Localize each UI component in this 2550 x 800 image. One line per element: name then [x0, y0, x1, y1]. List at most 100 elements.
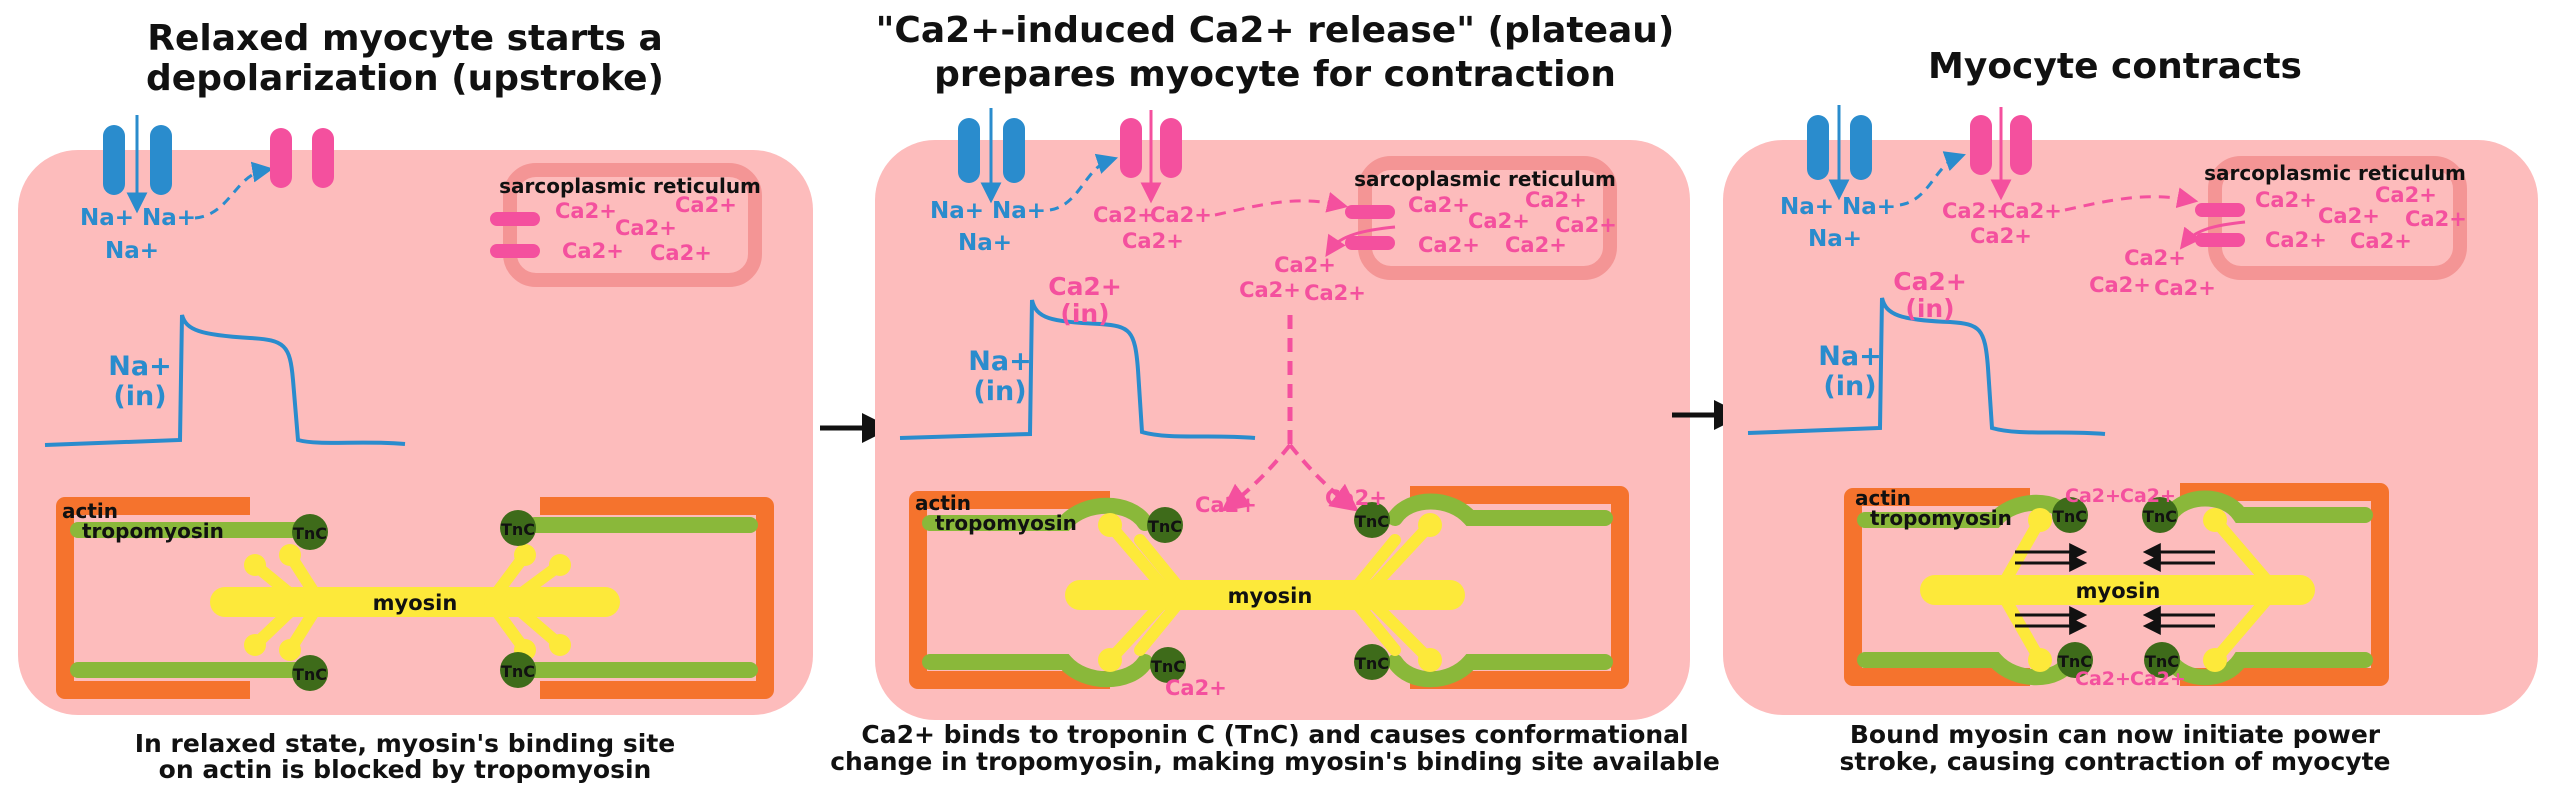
panel-2-sr-ion-6: Ca2+ — [1555, 213, 1617, 237]
panel-2-calcium-channel-open — [1120, 110, 1182, 204]
panel-1-troponin-c-top-left — [292, 514, 328, 550]
panel-2-sr-channel-bottom — [1345, 236, 1395, 250]
panel-2-troponin-c-bottom-right — [1354, 644, 1390, 680]
panel-3-troponin-c-bottom-right — [2144, 642, 2180, 678]
panel-1: Relaxed myocyte starts a depolarization … — [18, 18, 813, 784]
panel-2-graph-label2-line2: (in) — [1060, 299, 1109, 328]
panel-2-sodium-channel — [958, 108, 1025, 204]
panel-1-sr-ion-2: Ca2+ — [675, 193, 737, 217]
panel-3-tnc-label-3: TnC — [2143, 507, 2177, 526]
panel-1-sr-ion-4: Ca2+ — [562, 239, 624, 263]
panel-3-sarcoplasmic-reticulum — [2208, 156, 2467, 280]
panel-2-sr-ion-4: Ca2+ — [1418, 233, 1480, 257]
panel-2-calcium-arrow-right — [1288, 443, 1359, 512]
panel-2-channel-ion-1: Ca2+ — [1093, 203, 1155, 227]
panel-1-sodium-channel — [103, 115, 172, 214]
panel-3-na-ion-b: Na+ — [1842, 194, 1896, 220]
panel-3-na-ion-a: Na+ — [1780, 194, 1834, 220]
panel-2-title-line2: prepares myocyte for contraction — [934, 54, 1616, 95]
panel-3-depolarization-arrow — [1899, 151, 1966, 207]
panel-1-troponin-c-top-right — [500, 510, 536, 546]
panel-3-myosin — [1920, 508, 2315, 672]
panel-3-tnc-label-2: TnC — [2058, 652, 2092, 671]
panel-2-channel-ion-2: Ca2+ — [1150, 203, 1212, 227]
panel-3-caption-line2: stroke, causing contraction of myocyte — [1839, 747, 2390, 776]
panel-1-sr-ion-3: Ca2+ — [615, 216, 677, 240]
panel-2-channel-ion-3: Ca2+ — [1122, 229, 1184, 253]
panel-3-power-stroke-arrows — [2015, 543, 2215, 635]
panel-2-troponin-c-bottom-left — [1150, 647, 1186, 683]
panel-2-myosin — [1065, 513, 1465, 672]
panel-3-troponin-c-top-right — [2142, 497, 2178, 533]
panel-2-title-line1: "Ca2+-induced Ca2+ release" (plateau) — [876, 10, 1675, 51]
panel-3-sr-ion-3: Ca2+ — [2318, 204, 2380, 228]
panel-2-bound-ion-3: Ca2+ — [1165, 676, 1227, 700]
panel-2-released-ion-1: Ca2+ — [1274, 253, 1336, 277]
panel-2-sr-ion-2: Ca2+ — [1525, 188, 1587, 212]
panel-2-graph-label-line1: Na+ — [968, 346, 1031, 377]
panel-3-sr-ion-4: Ca2+ — [2265, 228, 2327, 252]
panel-1-cell-body — [18, 150, 813, 715]
panel-3-bound-ion-2: Ca2+ — [2120, 485, 2176, 507]
panel-1-myosin — [210, 544, 620, 661]
panel-2-troponin-c-top-right — [1354, 502, 1390, 538]
panel-1-tnc-label-3: TnC — [501, 520, 535, 539]
panel-1-action-potential-trace — [44, 314, 406, 447]
panel-3-graph-label-line2: (in) — [1823, 371, 1876, 402]
panel-3-sodium-channel — [1807, 105, 1872, 201]
panel-2-tnc-label-1: TnC — [1148, 517, 1182, 536]
panel-3-bound-ion-4: Ca2+ — [2130, 668, 2186, 690]
panel-2-released-ion-3: Ca2+ — [1304, 281, 1366, 305]
panel-2: "Ca2+-induced Ca2+ release" (plateau) pr… — [830, 10, 1720, 776]
panel-2-bound-ion-2: Ca2+ — [1325, 486, 1387, 510]
panel-3-graph-label2-line1: Ca2+ — [1893, 267, 1967, 296]
panel-2-tnc-label-4: TnC — [1355, 654, 1389, 673]
panel-3-bound-ion-3: Ca2+ — [2075, 668, 2131, 690]
panel-1-sr-channel-top — [490, 212, 540, 226]
panel-2-tropomyosin-top-left — [922, 497, 1153, 531]
panel-2-caption-line2: change in tropomyosin, making myosin's b… — [830, 747, 1720, 776]
panel-1-title-line2: depolarization (upstroke) — [146, 58, 664, 99]
panel-3: Myocyte contracts Na+ Na+ Na+ Ca2+ Ca2+ … — [1723, 46, 2538, 776]
panel-3-graph-label2-line2: (in) — [1905, 294, 1954, 323]
panel-1-sr-label: sarcoplasmic reticulum — [499, 174, 761, 198]
panel-2-sr-label: sarcoplasmic reticulum — [1354, 167, 1616, 191]
panel-1-troponin-c-bottom-right — [500, 652, 536, 688]
panel-3-sr-label: sarcoplasmic reticulum — [2204, 161, 2466, 185]
panel-3-graph-label-line1: Na+ — [1818, 341, 1881, 372]
panel-3-channel-ion-1: Ca2+ — [1942, 199, 2004, 223]
panel-2-action-potential-trace — [899, 299, 1256, 440]
panel-2-sr-ion-1: Ca2+ — [1408, 193, 1470, 217]
panel-3-sr-ion-6: Ca2+ — [2405, 207, 2467, 231]
panel-1-sarcomere: TnC TnC TnC TnC — [56, 497, 774, 699]
panel-2-graph-label2-line1: Ca2+ — [1048, 272, 1122, 301]
panel-1-caption-line1: In relaxed state, myosin's binding site — [135, 729, 676, 758]
panel-1-sr-channel-bottom — [490, 244, 540, 258]
panel-2-actin-label: actin — [915, 491, 971, 515]
panel-2-sr-release-arrow — [1325, 225, 1396, 257]
panel-3-tnc-label-4: TnC — [2145, 652, 2179, 671]
panel-2-na-ion-b: Na+ — [992, 198, 1046, 224]
panel-3-channel-ion-3: Ca2+ — [1970, 224, 2032, 248]
panel-1-graph-label-line2: (in) — [113, 381, 166, 412]
panel-2-cell-body — [875, 140, 1690, 720]
panel-3-cicr-trigger-arrow — [2064, 187, 2199, 212]
panel-3-sr-channel-top — [2195, 203, 2245, 217]
panel-3-released-ion-2: Ca2+ — [2089, 273, 2151, 297]
panel-2-released-ion-2: Ca2+ — [1239, 278, 1301, 302]
panel-3-na-ion-c: Na+ — [1808, 226, 1862, 252]
panel-1-na-ion-a: Na+ — [80, 205, 134, 231]
panel-2-graph-label-line2: (in) — [973, 376, 1026, 407]
panel-2-caption-line1: Ca2+ binds to troponin C (TnC) and cause… — [861, 720, 1688, 749]
panel-2-myosin-label: myosin — [1228, 584, 1313, 608]
panel-3-troponin-c-bottom-left — [2057, 642, 2093, 678]
panel-3-myosin-label: myosin — [2076, 579, 2161, 603]
panel-2-tnc-label-2: TnC — [1151, 657, 1185, 676]
panel-3-action-potential-trace — [1747, 297, 2106, 436]
panel-2-sr-ion-5: Ca2+ — [1505, 233, 1567, 257]
panel-3-caption-line1: Bound myosin can now initiate power — [1850, 720, 2381, 749]
panel-2-tropomyosin-top-right — [1387, 493, 1613, 526]
panel-2-tropomyosin-bottom-left — [922, 654, 1153, 688]
panel-1-calcium-channel — [270, 128, 334, 188]
